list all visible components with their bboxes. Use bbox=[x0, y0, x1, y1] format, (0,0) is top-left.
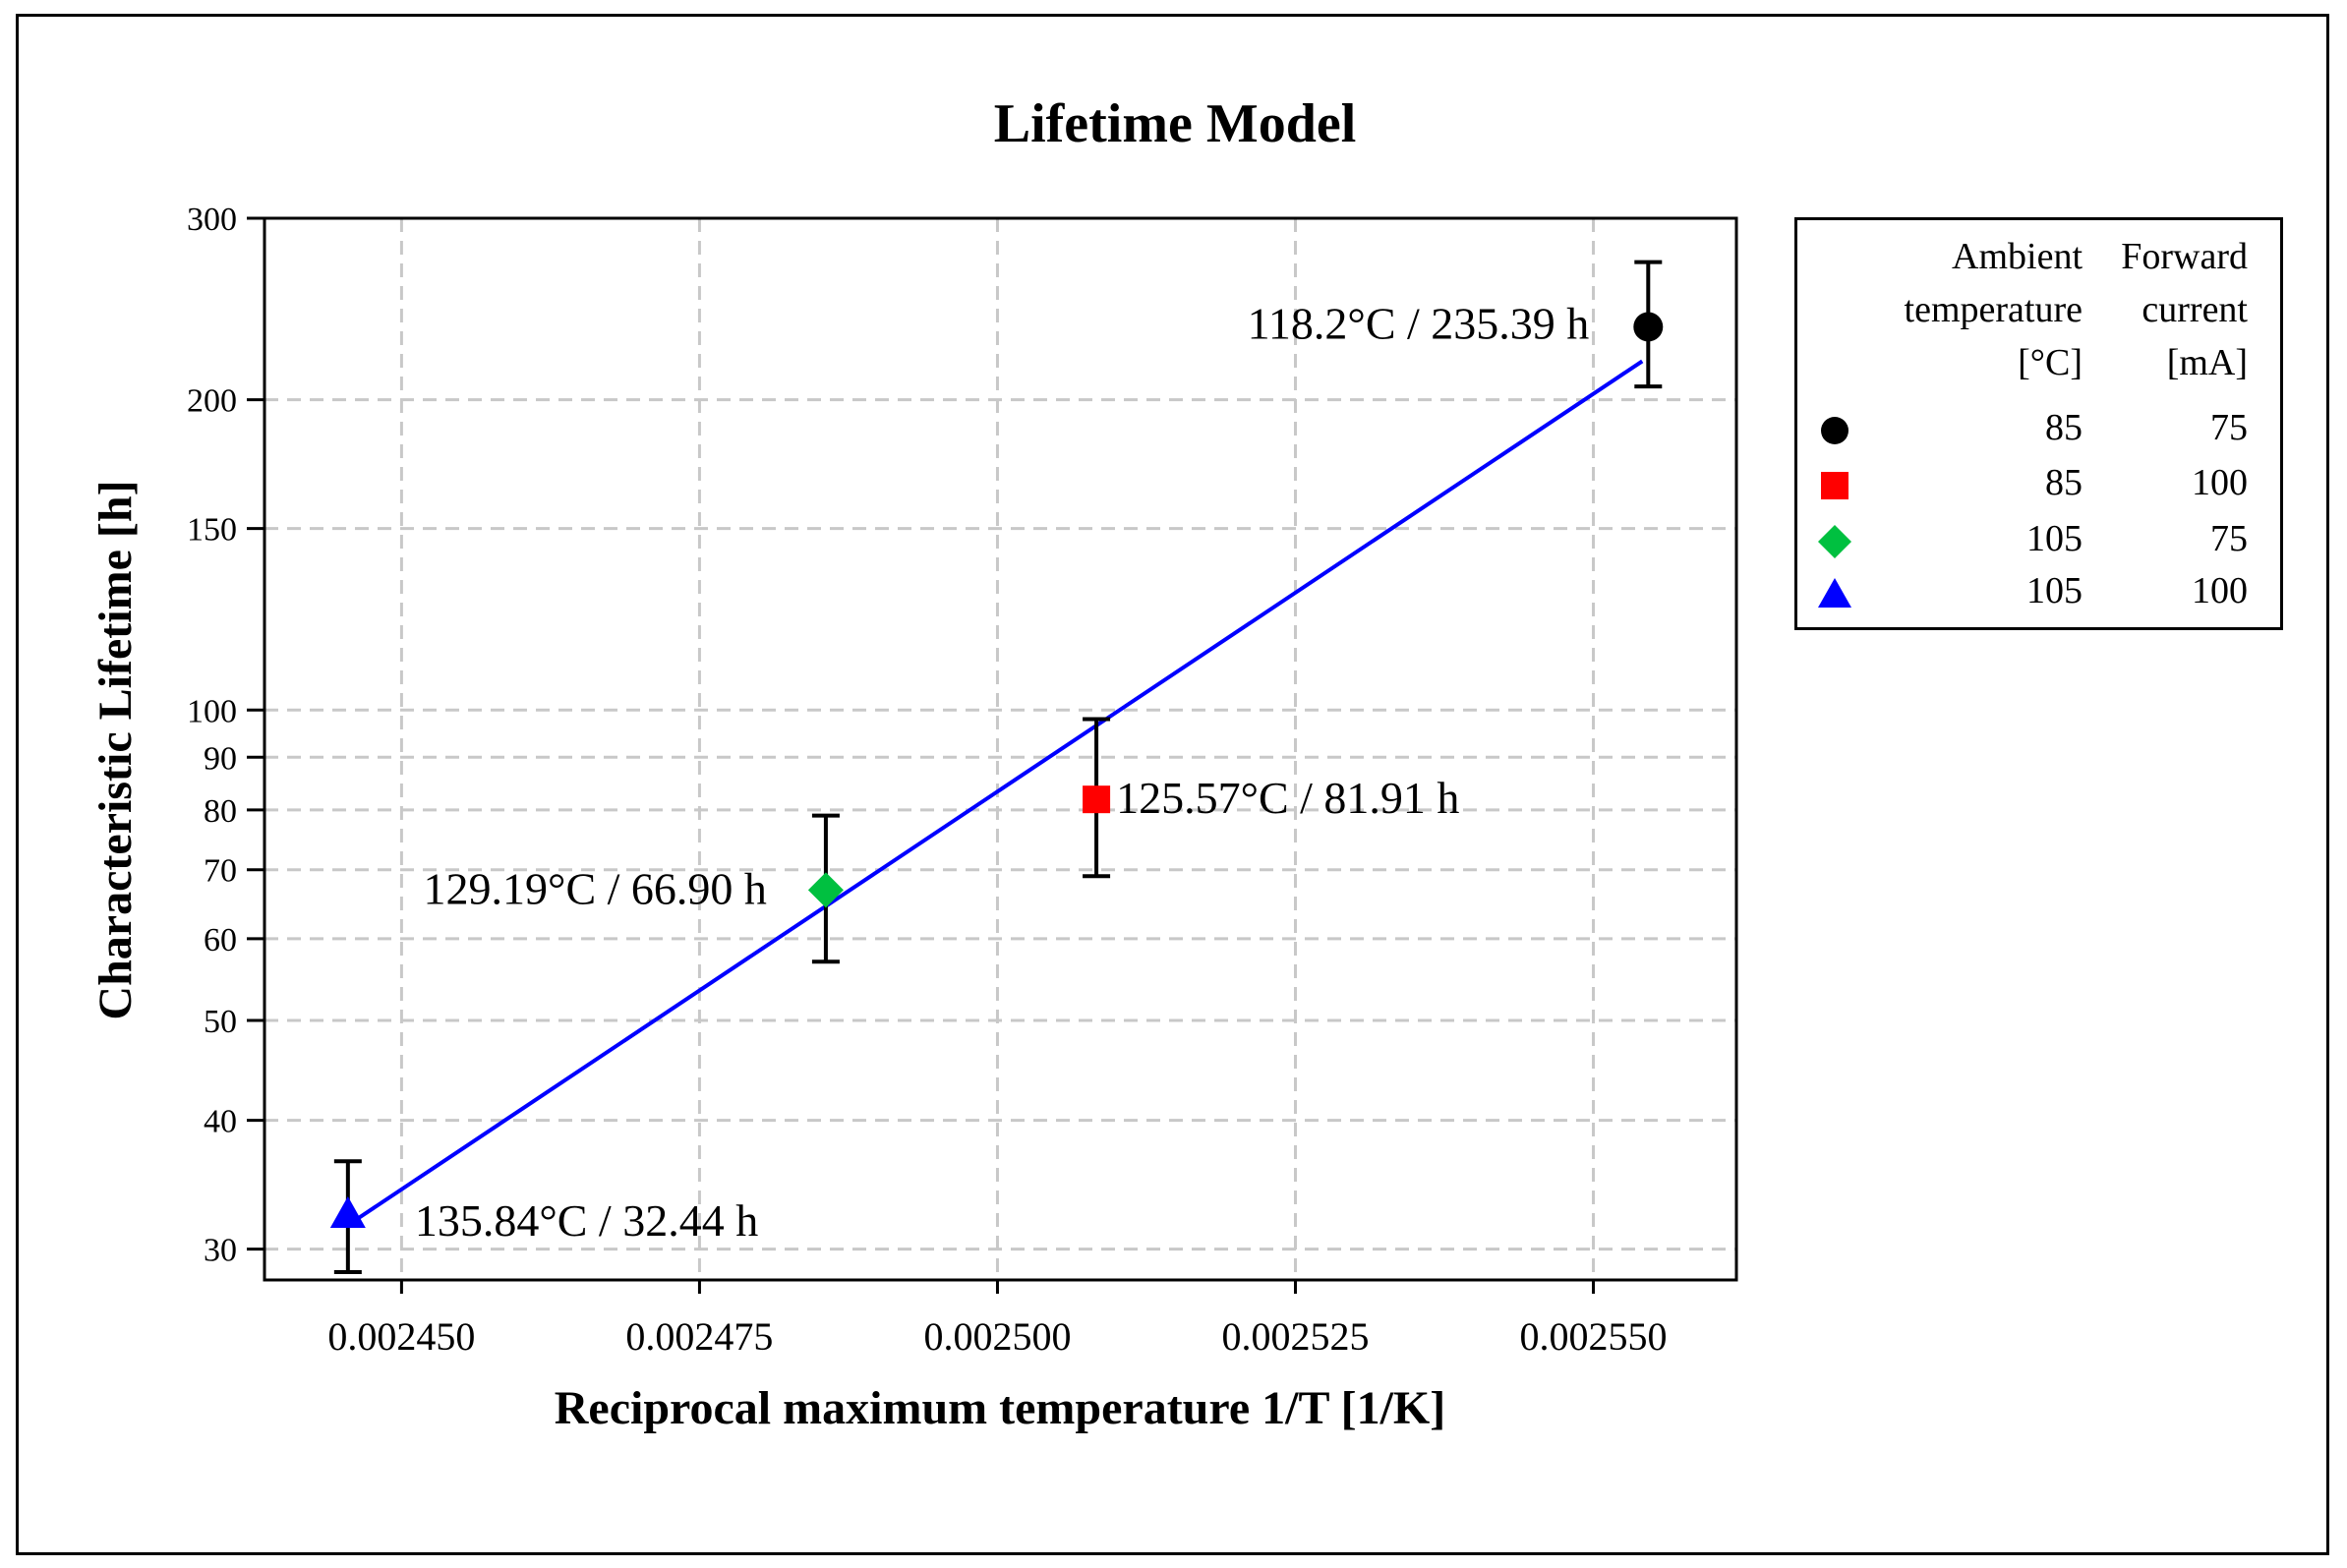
plot-area bbox=[263, 216, 1738, 1282]
chart-title: Lifetime Model bbox=[994, 93, 1357, 154]
legend-current-value: 100 bbox=[2192, 570, 2248, 611]
data-point-label: 125.57°C / 81.91 h bbox=[1116, 773, 1459, 823]
legend-header-current-line: [mA] bbox=[2166, 342, 2248, 383]
y-tick-label: 150 bbox=[187, 512, 237, 549]
y-tick-label: 100 bbox=[187, 693, 237, 729]
y-tick-label: 40 bbox=[204, 1104, 237, 1140]
legend-header-temp-line: Ambient bbox=[1952, 236, 2083, 277]
triangle-marker-icon bbox=[1818, 578, 1851, 608]
y-tick-label: 30 bbox=[204, 1233, 237, 1269]
point-labels: 118.2°C / 235.39 h 125.57°C / 81.91 h 129.… bbox=[415, 298, 1589, 1246]
x-tick-label: 0.002475 bbox=[625, 1314, 773, 1359]
fit-line-layer bbox=[356, 359, 1644, 1221]
y-tick-label: 60 bbox=[204, 922, 237, 958]
y-tick-label: 300 bbox=[187, 202, 237, 238]
data-point-label: 129.19°C / 66.90 h bbox=[424, 863, 767, 913]
legend-header-temp-line: temperature bbox=[1904, 289, 2083, 330]
data-point-label: 118.2°C / 235.39 h bbox=[1248, 298, 1590, 348]
legend-temp-value: 105 bbox=[2026, 570, 2083, 611]
diamond-marker-icon bbox=[1818, 525, 1851, 558]
legend-header-current-line: Forward bbox=[2121, 236, 2248, 277]
legend-current-value: 75 bbox=[2210, 407, 2248, 448]
x-tick-label: 0.002525 bbox=[1222, 1314, 1370, 1359]
legend-header-temperature: Ambient temperature [°C] bbox=[1856, 230, 2083, 389]
y-tick-label: 50 bbox=[204, 1004, 237, 1040]
data-point-diamond bbox=[807, 872, 844, 908]
legend-header-temp-line: [°C] bbox=[2018, 342, 2083, 383]
y-tick-label: 90 bbox=[204, 740, 237, 777]
y-tick-label: 70 bbox=[204, 853, 237, 890]
legend: Ambient temperature [°C] Forward current… bbox=[1794, 217, 2283, 630]
data-point-label: 135.84°C / 32.44 h bbox=[415, 1195, 758, 1246]
y-tick-label: 80 bbox=[204, 793, 237, 830]
data-point-triangle bbox=[329, 1195, 366, 1228]
axis-ticks: 0.002450 0.002475 0.002500 0.002525 0.002550… bbox=[187, 202, 1668, 1359]
legend-temp-value: 85 bbox=[2045, 462, 2083, 503]
grid bbox=[264, 216, 1736, 1280]
y-tick-label: 200 bbox=[187, 383, 237, 420]
legend-current-value: 100 bbox=[2192, 462, 2248, 503]
data-point-circle bbox=[1633, 312, 1664, 342]
x-tick-label: 0.002500 bbox=[923, 1314, 1071, 1359]
y-axis-label: Characteristic Lifetime [h] bbox=[89, 480, 142, 1019]
x-tick-label: 0.002550 bbox=[1520, 1314, 1668, 1359]
data-points bbox=[329, 312, 1664, 1228]
legend-header-current-line: current bbox=[2142, 289, 2248, 330]
fit-line bbox=[356, 359, 1644, 1221]
x-axis-label: Reciprocal maximum temperature 1/T [1/K] bbox=[555, 1382, 1446, 1434]
square-marker-icon bbox=[1821, 472, 1848, 499]
x-tick-label: 0.002450 bbox=[327, 1314, 475, 1359]
legend-current-value: 75 bbox=[2210, 518, 2248, 559]
legend-temp-value: 85 bbox=[2045, 407, 2083, 448]
data-point-square bbox=[1083, 785, 1111, 814]
legend-header-current: Forward current [mA] bbox=[2092, 230, 2248, 389]
legend-temp-value: 105 bbox=[2026, 518, 2083, 559]
circle-marker-icon bbox=[1821, 417, 1848, 444]
